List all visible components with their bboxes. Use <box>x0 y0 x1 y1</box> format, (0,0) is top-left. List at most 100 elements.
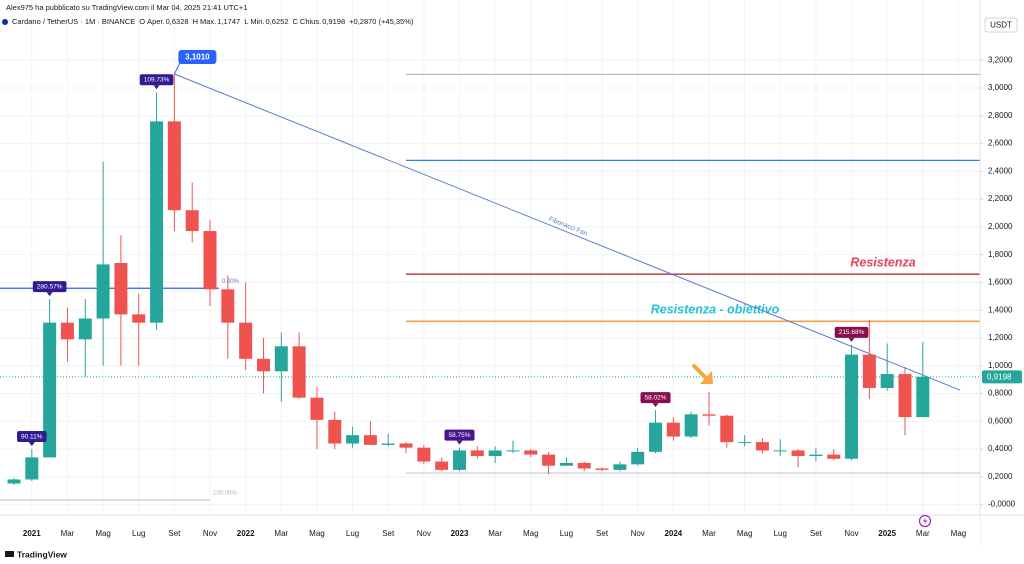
candle-body <box>167 121 181 211</box>
y-tick-label: -0,0000 <box>988 500 1016 509</box>
x-tick-label: Nov <box>844 529 858 538</box>
candle-body <box>773 450 787 452</box>
y-tick-label: 3,2000 <box>988 55 1013 64</box>
candle-body <box>506 450 520 452</box>
arrow-drawing <box>692 364 713 384</box>
arrow-shaft <box>692 364 707 379</box>
last-price-label: 0,9198 <box>987 372 1012 381</box>
y-tick-label: 2,4000 <box>988 166 1013 175</box>
candle-body <box>132 314 146 323</box>
annotation-text: 280.57% <box>37 283 63 290</box>
candle-body <box>809 454 823 456</box>
ohlc-label: Max. <box>200 17 216 26</box>
x-tick-label: Mar <box>274 529 288 538</box>
x-tick-label: Mag <box>309 529 325 538</box>
candle-body <box>470 450 484 456</box>
annotation-text: 109.73% <box>144 76 170 83</box>
y-tick-label: 1,2000 <box>988 333 1013 342</box>
ohlc-label: Min. <box>250 17 264 26</box>
annotation-box <box>640 392 671 404</box>
candle-body <box>755 442 769 451</box>
change: +0,2870 (+45,35%) <box>349 17 414 26</box>
candle-body <box>862 354 876 388</box>
candle-body <box>577 462 591 469</box>
y-tick-label: 1,0000 <box>988 361 1013 370</box>
annotation-pointer <box>456 440 463 445</box>
candle-body <box>346 435 360 444</box>
y-tick-label: 0,8000 <box>988 389 1013 398</box>
annotation: 58.75% <box>444 429 475 445</box>
candle-body <box>827 454 841 459</box>
level-label: 0.00% <box>222 279 240 285</box>
ohlc-value: 0,6252 <box>266 17 289 26</box>
axis-layer: 3,2000 3,0000 2,8000 2,6000 2,4000 2,2000 2,00… <box>23 55 1022 538</box>
x-tick-label: Mar <box>702 529 716 538</box>
symbol-line: Cardano / TetherUS · 1M · BINANCE O Aper. 0… <box>2 17 414 26</box>
price-axis-bg <box>980 0 1024 545</box>
x-tick-label: Mag <box>523 529 539 538</box>
x-tick-label: 2022 <box>237 529 255 538</box>
x-tick-label: 2021 <box>23 529 41 538</box>
annotation: 280.57% <box>32 281 67 297</box>
annotation-box <box>32 281 67 293</box>
x-tick-label: Mar <box>488 529 502 538</box>
x-tick-label: Nov <box>203 529 217 538</box>
candle-body <box>274 346 288 372</box>
annotation: 90.11% <box>17 431 47 447</box>
level-label: Resistenza - obiettivo <box>651 303 780 317</box>
level-label: 100.00% <box>213 491 237 497</box>
candle-body <box>203 231 217 290</box>
x-tick-label: 2024 <box>664 529 682 538</box>
annotation-box <box>444 429 475 441</box>
ohlc-value: 0,6328 <box>166 17 189 26</box>
annotation-box <box>17 431 47 443</box>
arrow-head <box>700 371 713 384</box>
candle-body <box>7 479 21 484</box>
annotation: 3,1010 <box>173 50 217 75</box>
candle-body <box>898 374 912 418</box>
candle-body <box>114 262 128 315</box>
candle-body <box>702 414 716 416</box>
annotation: 58.02% <box>640 392 671 408</box>
x-tick-label: Lug <box>774 529 787 538</box>
x-tick-label: Mar <box>61 529 75 538</box>
annotation-pointer <box>28 442 35 447</box>
candle-body <box>78 318 92 340</box>
y-tick-label: 2,6000 <box>988 139 1013 148</box>
annotation-text: 215.68% <box>839 329 865 336</box>
event-icon[interactable] <box>918 514 932 528</box>
candle-body <box>60 322 74 340</box>
candle-body <box>631 451 645 465</box>
annotation-pointer <box>46 292 53 297</box>
event-bolt <box>923 517 928 525</box>
candle-body <box>453 450 466 470</box>
candle-body <box>399 443 413 448</box>
candle-body <box>845 354 859 459</box>
level-label: Resistenza <box>850 256 915 270</box>
candle-body <box>150 121 164 323</box>
annotation: 109.73% <box>139 74 174 90</box>
candle-body <box>185 210 199 232</box>
candle-body <box>256 358 270 372</box>
ohlc-key: L <box>244 17 248 26</box>
annotation-box <box>178 50 217 65</box>
candle-body <box>43 322 57 458</box>
candle-body <box>417 447 431 462</box>
candle-body <box>363 435 377 445</box>
x-tick-label: Lug <box>132 529 145 538</box>
x-tick-label: Mag <box>951 529 967 538</box>
candle-body <box>559 462 573 466</box>
symbol: Cardano / TetherUS · 1M · BINANCE <box>12 17 135 26</box>
y-tick-label: 1,8000 <box>988 250 1013 259</box>
y-tick-label: 1,4000 <box>988 305 1013 314</box>
candle-body <box>292 346 306 398</box>
candle-body <box>96 264 110 319</box>
ohlc-value: 1,1747 <box>217 17 240 26</box>
candle-body <box>613 464 627 470</box>
x-tick-label: Set <box>596 529 609 538</box>
x-tick-label: Set <box>382 529 395 538</box>
candle-body <box>435 461 449 470</box>
time-axis-bg <box>0 515 980 545</box>
footer: TradingView <box>5 549 67 559</box>
